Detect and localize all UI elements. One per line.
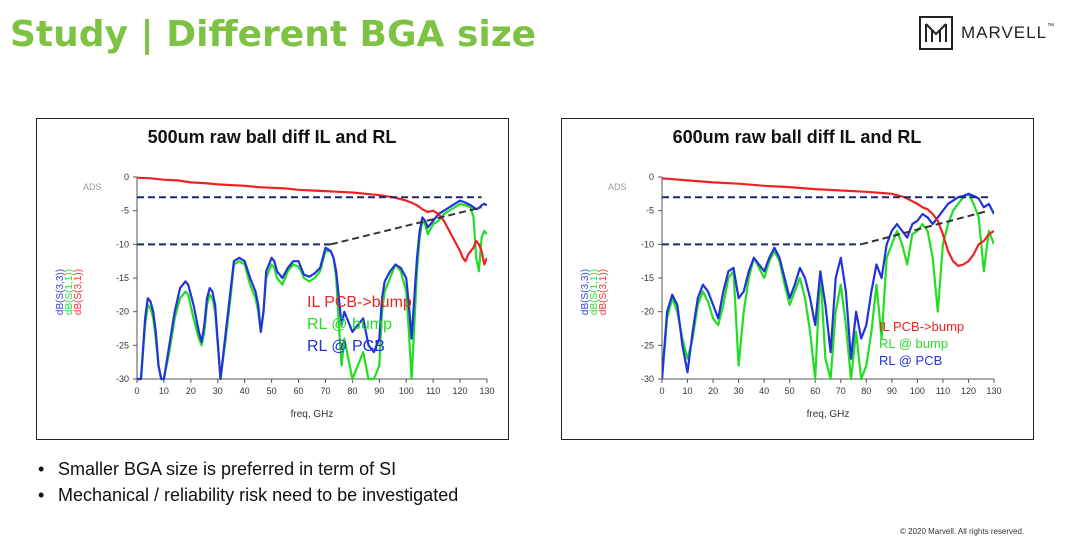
bullet-glyph: •: [38, 485, 45, 505]
x-tick-label: 100: [399, 386, 414, 396]
chart-500um: 500um raw ball diff IL and RL ADS 0 10 20 30 4…: [55, 127, 495, 420]
bullet-text: Smaller BGA size is preferred in term of…: [58, 459, 397, 479]
series-line: [137, 202, 487, 381]
legend-entry: RL @ PCB: [879, 353, 942, 368]
y-tick-label: 0: [649, 172, 654, 182]
bullet-glyph: •: [38, 459, 45, 479]
y-axis-label: dB(S(3,1)): [598, 269, 609, 315]
y-tick-label: -15: [116, 273, 129, 283]
bullet-item: • Mechanical / reliability risk need to b…: [36, 482, 458, 508]
plot-lines: [137, 176, 487, 381]
x-tick-label: 80: [861, 386, 871, 396]
plot-lines: [662, 177, 994, 381]
x-tick-label: 110: [936, 386, 950, 396]
y-tick-label: -20: [116, 307, 129, 317]
x-tick-label: 30: [213, 386, 223, 396]
ads-watermark: ADS: [608, 182, 627, 192]
series-line: [662, 192, 994, 380]
x-tick-label: 120: [453, 386, 468, 396]
x-tick-label: 120: [961, 386, 976, 396]
x-tick-label: 70: [836, 386, 846, 396]
x-tick-label: 20: [708, 386, 718, 396]
series-line: [137, 199, 487, 381]
x-tick-label: 50: [785, 386, 795, 396]
y-axis-label: dB(S(1,1)): [64, 269, 75, 315]
series-line: [662, 177, 994, 267]
bullet-list: • Smaller BGA size is preferred in term o…: [36, 456, 458, 508]
series-line: [137, 176, 487, 266]
y-axis-label: dB(S(3,1)): [73, 269, 84, 315]
y-axis-label: dB(S(3,3)): [580, 269, 591, 315]
y-tick-label: -25: [116, 340, 129, 350]
chart-title: 600um raw ball diff IL and RL: [673, 127, 922, 147]
legend-entry: RL @ bump: [879, 336, 948, 351]
x-axis-label: freq, GHz: [807, 409, 850, 420]
x-tick-label: 0: [134, 386, 139, 396]
x-tick-label: 130: [479, 386, 494, 396]
x-tick-label: 20: [186, 386, 196, 396]
chart-panel-500um: 500um raw ball diff IL and RL ADS 0 10 20 30 4…: [36, 118, 509, 440]
chart-600um: 600um raw ball diff IL and RL ADS 0 10 20 30 4…: [580, 127, 1002, 420]
y-tick-label: -15: [641, 273, 654, 283]
y-tick-label: -10: [641, 239, 654, 249]
legend-entry: RL @ bump: [307, 316, 392, 333]
chart-title: 500um raw ball diff IL and RL: [148, 127, 397, 147]
x-tick-label: 110: [426, 386, 440, 396]
y-tick-label: -20: [641, 307, 654, 317]
legend-entry: IL PCB->bump: [307, 294, 412, 311]
reference-line: [860, 209, 990, 246]
logo-wordmark: MARVELL™: [961, 23, 1056, 42]
series-line: [662, 192, 994, 381]
y-tick-label: -10: [116, 239, 129, 249]
x-tick-label: 10: [159, 386, 169, 396]
x-tick-label: 50: [267, 386, 277, 396]
bullet-item: • Smaller BGA size is preferred in term o…: [36, 456, 458, 482]
chart-panel-600um: 600um raw ball diff IL and RL ADS 0 10 20 30 4…: [561, 118, 1034, 440]
x-tick-label: 100: [910, 386, 925, 396]
x-tick-label: 40: [759, 386, 769, 396]
ads-watermark: ADS: [83, 182, 102, 192]
x-tick-label: 30: [734, 386, 744, 396]
y-tick-label: -30: [116, 374, 129, 384]
x-tick-label: 130: [986, 386, 1001, 396]
x-tick-label: 60: [294, 386, 304, 396]
y-tick-label: 0: [124, 172, 129, 182]
slide-title: Study | Different BGA size: [10, 14, 537, 55]
x-tick-label: 0: [659, 386, 664, 396]
y-axis-label: dB(S(3,3)): [55, 269, 66, 315]
y-tick-label: -30: [641, 374, 654, 384]
legend-entry: IL PCB->bump: [879, 319, 964, 334]
x-axis-label: freq, GHz: [291, 409, 334, 420]
x-tick-label: 40: [240, 386, 250, 396]
x-tick-label: 60: [810, 386, 820, 396]
legend-entry: RL @ PCB: [307, 338, 385, 355]
x-tick-label: 90: [374, 386, 384, 396]
y-tick-label: -25: [641, 340, 654, 350]
bullet-text: Mechanical / reliability risk need to be…: [58, 485, 459, 505]
y-axis-label: dB(S(1,1)): [589, 269, 600, 315]
x-tick-label: 90: [887, 386, 897, 396]
x-tick-label: 80: [347, 386, 357, 396]
x-tick-label: 70: [320, 386, 330, 396]
marvell-logo: MARVELL™: [919, 14, 1055, 52]
y-tick-label: -5: [646, 206, 654, 216]
reference-line: [330, 206, 482, 246]
y-tick-label: -5: [121, 206, 129, 216]
copyright-footer: © 2020 Marvell. All rights reserved.: [900, 527, 1025, 536]
x-tick-label: 10: [683, 386, 693, 396]
marvell-logo-icon: [919, 16, 953, 50]
